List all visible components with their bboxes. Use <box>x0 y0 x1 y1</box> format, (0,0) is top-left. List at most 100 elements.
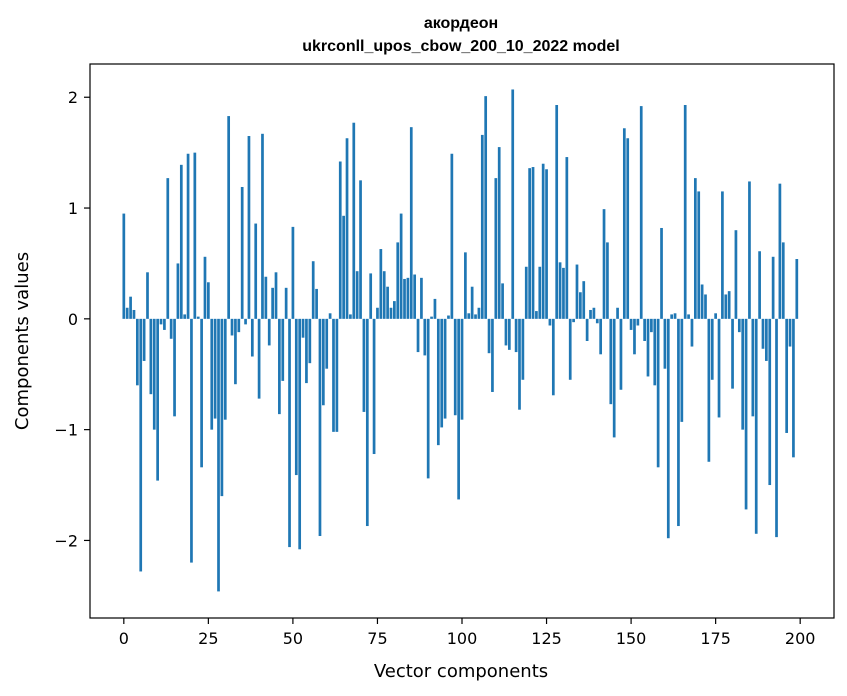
bar <box>234 318 237 385</box>
bar <box>203 256 207 319</box>
bar <box>281 318 285 381</box>
bar <box>325 318 329 369</box>
bar <box>690 318 694 347</box>
bar <box>660 227 663 319</box>
bar <box>585 318 589 341</box>
bar <box>606 242 609 319</box>
bar <box>301 318 305 338</box>
bar <box>352 122 356 319</box>
bar <box>389 307 393 319</box>
bar <box>524 266 528 319</box>
bar <box>724 294 728 319</box>
bar <box>139 318 143 572</box>
x-axis-label: Vector components <box>374 661 548 682</box>
bar <box>386 286 389 319</box>
bar <box>693 178 697 319</box>
bar <box>575 264 579 319</box>
bar <box>602 209 606 319</box>
bar <box>734 230 738 319</box>
bar <box>555 105 559 319</box>
bar <box>142 318 146 361</box>
bar <box>562 267 565 319</box>
bar <box>795 259 799 319</box>
bar <box>629 318 633 330</box>
bar <box>785 318 789 433</box>
bar <box>284 287 288 319</box>
bar <box>714 313 717 319</box>
bar <box>335 318 339 432</box>
bar <box>751 318 755 417</box>
bar <box>135 318 139 386</box>
x-tick-label: 200 <box>785 629 816 648</box>
bar <box>721 191 724 319</box>
bar <box>196 316 200 319</box>
y-tick-label: −2 <box>54 531 78 550</box>
bar <box>680 318 684 422</box>
x-tick-label: 0 <box>119 629 129 648</box>
bar <box>595 318 599 324</box>
bar <box>149 318 153 395</box>
bar <box>163 318 166 330</box>
x-tick-label: 25 <box>198 629 218 648</box>
bar <box>311 261 315 319</box>
bar <box>393 301 396 319</box>
bar <box>382 271 386 319</box>
bar <box>379 249 383 319</box>
bar <box>460 318 464 420</box>
bar <box>639 106 643 319</box>
bar <box>298 318 302 550</box>
bar <box>223 318 227 420</box>
bar <box>359 180 362 319</box>
bar <box>433 298 437 319</box>
bar <box>582 281 586 319</box>
bar <box>267 318 271 346</box>
y-tick-label: −1 <box>54 421 78 440</box>
bar <box>666 318 670 539</box>
bar <box>551 318 555 396</box>
bar <box>653 318 657 386</box>
bar <box>173 318 176 417</box>
bar <box>453 318 457 416</box>
bar <box>305 318 308 384</box>
bar <box>697 191 701 319</box>
bar <box>240 186 244 319</box>
bar <box>518 318 521 410</box>
bar <box>663 318 667 369</box>
bar <box>521 318 525 380</box>
bar <box>683 105 687 319</box>
bar <box>541 163 545 319</box>
bar <box>152 318 156 430</box>
bar <box>250 318 254 357</box>
bar <box>190 318 193 563</box>
bar <box>342 215 345 319</box>
bar <box>758 251 761 319</box>
bar <box>376 307 379 319</box>
bar <box>470 286 474 319</box>
bar <box>321 318 325 406</box>
x-tick-label: 50 <box>283 629 303 648</box>
bar <box>403 278 406 319</box>
bar <box>565 157 569 319</box>
bar <box>338 161 342 319</box>
bar <box>771 256 775 319</box>
bar <box>501 283 504 319</box>
bar <box>416 318 420 353</box>
bar <box>480 134 484 319</box>
bar <box>589 309 592 319</box>
bar <box>257 318 261 399</box>
x-tick-label: 125 <box>531 629 562 648</box>
x-tick-label: 175 <box>700 629 731 648</box>
bar <box>332 318 335 432</box>
bar <box>420 277 423 319</box>
bar <box>294 318 298 476</box>
bar <box>619 318 623 390</box>
bar <box>365 318 369 527</box>
y-tick-label: 2 <box>68 88 78 107</box>
bar <box>467 313 471 319</box>
x-tick-label: 100 <box>447 629 478 648</box>
bar <box>477 307 481 319</box>
bar <box>447 315 450 319</box>
bar <box>254 223 258 319</box>
bar <box>261 133 264 319</box>
bar <box>727 291 731 319</box>
